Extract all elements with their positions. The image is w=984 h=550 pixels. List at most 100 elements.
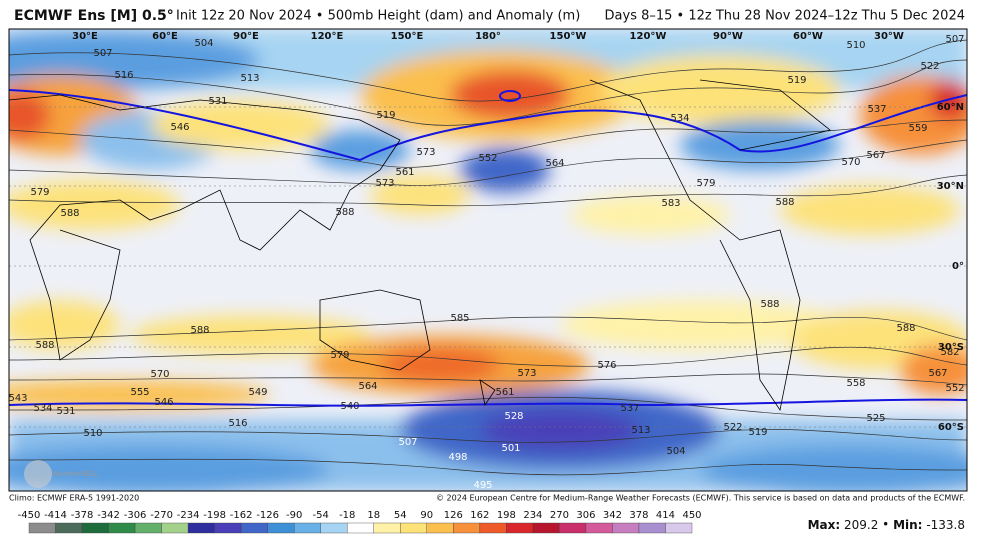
contour-label: 510: [846, 40, 865, 51]
colorbar-swatch: [532, 522, 560, 534]
contour-label: 583: [661, 198, 680, 209]
climo-text: Climo: ECMWF ERA-5 1991-2020: [9, 494, 139, 503]
contour-label: 513: [240, 73, 259, 84]
colorbar-swatch: [134, 522, 162, 534]
contour-label: 588: [775, 197, 794, 208]
colorbar-tick-label: -378: [71, 510, 94, 521]
colorbar-tick-label: -198: [203, 510, 226, 521]
colorbar-swatch: [347, 522, 374, 534]
latitude-labels: 60°N 30°N 0° 30°S 60°S: [937, 102, 964, 433]
latitude-label: 60°N: [937, 102, 964, 113]
colorbar-tick-label: 414: [656, 510, 675, 521]
colorbar-tick-label: 90: [420, 510, 433, 521]
colorbar-swatch: [506, 522, 534, 534]
contour-label: 537: [867, 104, 886, 115]
contour-label: 588: [35, 340, 54, 351]
contour-label: 501: [501, 443, 520, 454]
contour-label: 495: [473, 480, 492, 491]
colorbar-tick-label: -90: [286, 510, 302, 521]
init-text: Init 12z 20 Nov 2024 • 500mb Height (dam…: [176, 9, 580, 24]
longitude-label: 150°E: [391, 31, 424, 42]
contour-label: 555: [130, 387, 149, 398]
contour-label: 549: [248, 387, 267, 398]
contour-label: 552: [478, 153, 497, 164]
colorbar-tick-label: 342: [603, 510, 622, 521]
colorbar-tick-label: 162: [470, 510, 489, 521]
colorbar-tick-label: -18: [339, 510, 355, 521]
longitude-label: 60°W: [793, 31, 823, 42]
contour-label: 573: [416, 147, 435, 158]
stats: Max: 209.2 • Min: -133.8: [808, 518, 965, 532]
colorbar-tick-label: 18: [367, 510, 380, 521]
contour-label: 534: [33, 403, 52, 414]
colorbar-swatch: [187, 522, 215, 534]
longitude-label: 90°W: [713, 31, 743, 42]
colorbar-swatch: [28, 522, 56, 534]
colorbar-tick-label: 234: [523, 510, 542, 521]
contour-label: 559: [908, 123, 927, 134]
colorbar-swatch: [426, 522, 454, 534]
contour-label: 561: [495, 387, 514, 398]
contour-label: 519: [787, 75, 806, 86]
contour-label: 498: [448, 452, 467, 463]
contour-label: 504: [666, 446, 685, 457]
colorbar-swatch: [161, 522, 189, 534]
colorbar-tick-label: 306: [576, 510, 595, 521]
max-label: Max: [808, 518, 836, 532]
latitude-label: 30°N: [937, 181, 964, 192]
latitude-label: 60°S: [938, 422, 964, 433]
contour-label: 513: [631, 425, 650, 436]
map-frame: [8, 28, 968, 492]
contour-label: 537: [620, 403, 639, 414]
contour-label: 588: [335, 207, 354, 218]
contour-label: 528: [504, 411, 523, 422]
colorbar-swatch: [214, 522, 242, 534]
colorbar-tick-label: 270: [550, 510, 569, 521]
colorbar-tick-label: -270: [150, 510, 173, 521]
colorbar-tick-label: 378: [629, 510, 648, 521]
contour-label: 588: [760, 299, 779, 310]
contour-label: 558: [846, 378, 865, 389]
title: ECMWF Ens [M] 0.5°: [14, 8, 174, 24]
colorbar-swatch: [108, 522, 136, 534]
contour-label: 582: [940, 347, 959, 358]
contour-label: 579: [30, 187, 49, 198]
colorbar-tick-label: 450: [682, 510, 701, 521]
colorbar-tick-label: 54: [394, 510, 407, 521]
colorbar-swatch: [612, 522, 640, 534]
contour-label: 525: [866, 413, 885, 424]
colorbar-tick-label: -126: [256, 510, 279, 521]
colorbar-swatch: [638, 522, 666, 534]
min-label: Min: [893, 518, 918, 532]
coastlines: [9, 79, 831, 412]
valid-text: Days 8–15 • 12z Thu 28 Nov 2024–12z Thu …: [605, 9, 965, 24]
contour-label: 510: [83, 428, 102, 439]
contour-label: 534: [670, 113, 689, 124]
contour-label: 570: [150, 369, 169, 380]
contour-label: 519: [748, 427, 767, 438]
colorbar-tick-label: -234: [177, 510, 200, 521]
contour-label: 516: [228, 418, 247, 429]
contour-label: 588: [896, 323, 915, 334]
contour-label: 564: [545, 158, 564, 169]
colorbar-swatch: [240, 522, 268, 534]
contour-label: 546: [170, 122, 189, 133]
contour-label: 570: [841, 157, 860, 168]
contour-label: 579: [696, 178, 715, 189]
colorbar-tick-label: 126: [444, 510, 463, 521]
contour-label: 546: [154, 397, 173, 408]
colorbar-tick-label: -162: [230, 510, 253, 521]
latitude-label: 0°: [952, 261, 964, 272]
contour-label: 507: [93, 48, 112, 59]
colorbar-swatch: [585, 522, 613, 534]
longitude-label: 120°E: [311, 31, 344, 42]
contour-label: 567: [866, 150, 885, 161]
colorbar-tick-label: 198: [497, 510, 516, 521]
colorbar-swatch: [267, 522, 295, 534]
contour-label: 519: [376, 110, 395, 121]
contour-label: 540: [340, 401, 359, 412]
contour-label: 507: [945, 34, 964, 45]
